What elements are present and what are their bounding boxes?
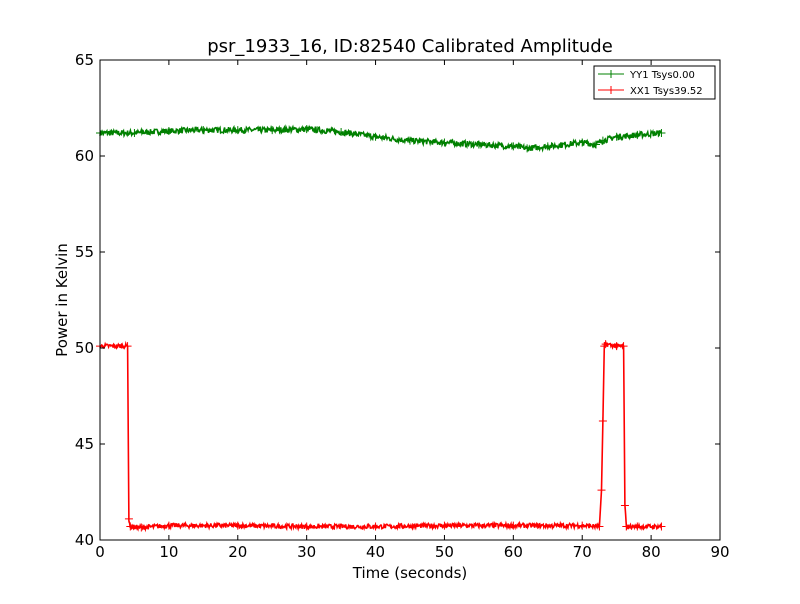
data-point-marker <box>657 128 666 137</box>
x-tick-label: 20 <box>228 543 247 561</box>
series-line-1 <box>99 340 662 533</box>
data-point-marker <box>302 125 311 134</box>
data-point-marker <box>440 138 449 147</box>
x-tick-label: 80 <box>642 543 661 561</box>
data-point-marker <box>233 521 242 530</box>
y-tick-label: 55 <box>75 243 94 261</box>
y-tick-label: 60 <box>75 147 94 165</box>
chart-title: psr_1933_16, ID:82540 Calibrated Amplitu… <box>207 36 613 57</box>
data-point-marker <box>578 521 587 530</box>
y-tick-label: 40 <box>75 531 94 549</box>
data-point-marker <box>543 142 552 151</box>
data-point-marker <box>509 142 518 151</box>
data-point-marker <box>600 342 609 351</box>
data-point-marker <box>597 486 606 495</box>
data-point-marker <box>523 144 532 153</box>
legend-label-yy1: YY1 Tsys0.00 <box>629 70 695 81</box>
data-point-marker <box>199 126 208 135</box>
y-axis-label: Power in Kelvin <box>53 243 71 357</box>
x-tick-label: 10 <box>159 543 178 561</box>
series-layer <box>96 124 666 533</box>
data-point-marker <box>440 521 449 530</box>
data-point-marker <box>598 416 607 425</box>
data-point-marker <box>622 522 631 531</box>
data-point-marker <box>302 522 311 531</box>
data-point-marker <box>578 138 587 147</box>
data-point-marker <box>592 140 600 149</box>
data-point-marker <box>509 521 518 530</box>
data-point-marker <box>633 522 642 531</box>
data-point-marker <box>123 342 132 351</box>
x-tick-label: 60 <box>504 543 523 561</box>
series-line-0 <box>99 124 663 153</box>
data-point-marker <box>268 126 277 135</box>
x-tick-label: 70 <box>573 543 592 561</box>
data-point-marker <box>612 132 621 141</box>
data-point-marker <box>595 522 604 531</box>
data-point-marker <box>233 126 242 135</box>
x-tick-label: 30 <box>297 543 316 561</box>
data-point-marker <box>371 132 380 141</box>
data-point-marker <box>601 340 610 349</box>
plot-frame <box>99 59 721 541</box>
data-point-marker <box>657 522 666 531</box>
data-point-marker <box>474 140 483 149</box>
data-point-marker <box>633 130 642 139</box>
data-point-marker <box>612 342 621 351</box>
legend-marker-xx1 <box>607 86 615 94</box>
data-point-marker <box>137 523 146 532</box>
data-point-marker <box>598 136 607 145</box>
legend: YY1 Tsys0.00 XX1 Tsys39.52 <box>593 65 716 100</box>
y-tick-label: 45 <box>75 435 94 453</box>
x-tick-label: 50 <box>435 543 454 561</box>
x-tick-label: 0 <box>95 543 105 561</box>
data-point-marker <box>130 128 139 137</box>
y-tick-label: 50 <box>75 339 94 357</box>
data-point-marker <box>126 522 135 531</box>
data-point-marker <box>164 521 173 530</box>
legend-marker-yy1 <box>607 70 615 78</box>
y-tick-label: 65 <box>75 51 94 69</box>
data-point-marker <box>619 342 628 351</box>
plot-area <box>100 60 720 540</box>
legend-box <box>593 65 716 100</box>
legend-label-xx1: XX1 Tsys39.52 <box>630 86 703 97</box>
data-point-marker <box>406 136 414 145</box>
data-point-marker <box>620 501 629 510</box>
data-point-marker <box>337 128 346 136</box>
ticks-layer: 0 10 20 30 40 50 60 70 80 90 40 45 50 55 60 65 <box>75 51 730 561</box>
data-point-marker <box>164 127 173 136</box>
x-axis-label: Time (seconds) <box>352 564 468 582</box>
data-point-marker <box>371 522 380 531</box>
x-tick-label: 90 <box>710 543 729 561</box>
x-tick-label: 40 <box>366 543 385 561</box>
data-point-marker <box>124 514 133 523</box>
